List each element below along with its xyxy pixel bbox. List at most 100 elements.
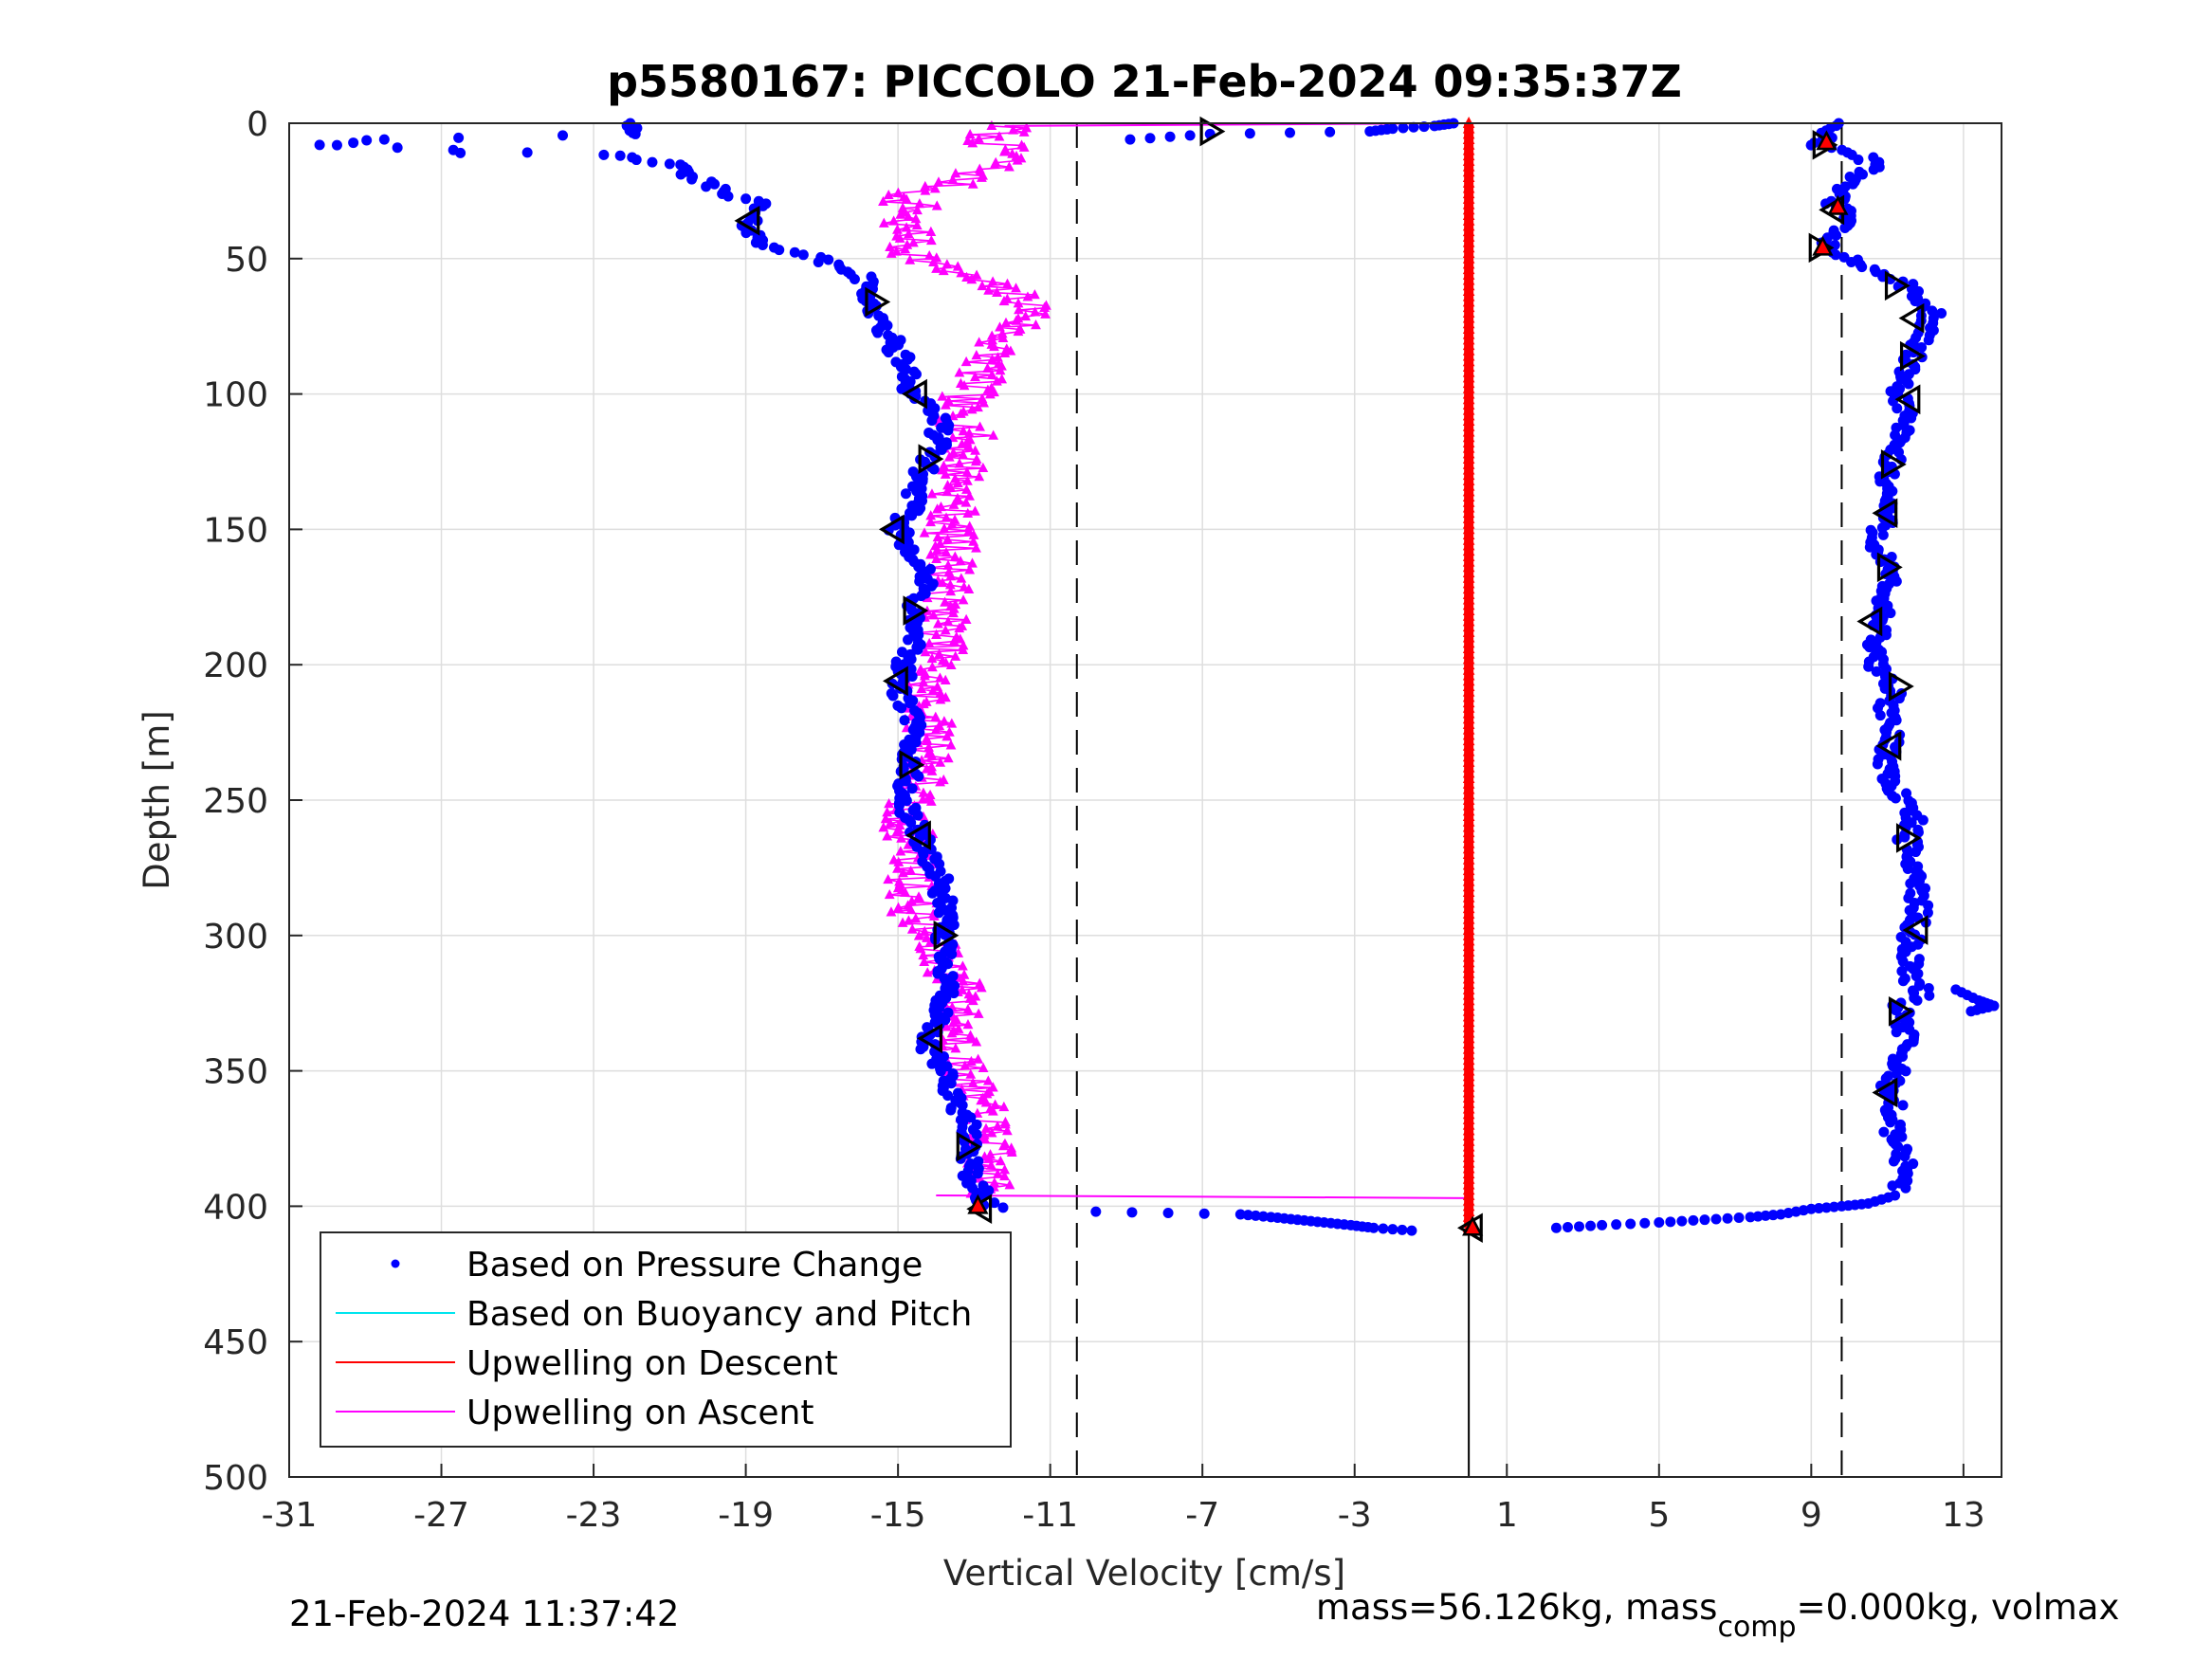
pressure-point (1872, 758, 1883, 770)
pressure-point (1910, 296, 1921, 307)
ascent-point (974, 337, 985, 347)
ascent-point (926, 488, 938, 499)
ascent-point (958, 644, 969, 654)
ascent-point (1008, 124, 1018, 135)
ascent-point (949, 551, 960, 561)
ascent-point (955, 556, 966, 566)
y-axis-label: Depth [m] (137, 710, 177, 889)
ascent-point (941, 731, 953, 741)
ascent-point (922, 967, 933, 977)
ascent-point (928, 910, 940, 921)
ascent-point (920, 185, 931, 195)
open-triangle-marker (899, 750, 925, 780)
y-tick-label: 250 (203, 782, 268, 821)
open-triangle-marker (1876, 552, 1903, 583)
open-triangle-marker (1856, 606, 1883, 637)
ascent-point (878, 822, 889, 832)
pressure-point (1733, 1212, 1745, 1224)
ascent-point (938, 264, 949, 276)
legend-descent-label: Upwelling on Descent (466, 1344, 838, 1383)
pressure-point (1828, 1201, 1839, 1212)
ascent-point (937, 391, 948, 401)
pressure-point (906, 510, 918, 521)
ascent-point (940, 674, 951, 684)
ascent-point (980, 1122, 992, 1133)
x-axis-label: Vertical Velocity [cm/s] (943, 1553, 1345, 1594)
ascent-point (947, 173, 959, 185)
pressure-point (740, 193, 752, 205)
ascent-point (941, 1021, 952, 1031)
pressure-point (631, 155, 642, 166)
ascent-point (892, 224, 903, 234)
ascent-point (953, 495, 964, 505)
ascent-point (998, 1101, 1010, 1112)
pressure-point (1257, 1211, 1269, 1222)
pressure-point (361, 135, 373, 146)
pressure-point (1923, 335, 1934, 346)
ascent-point (967, 1077, 978, 1087)
ascent-point (957, 438, 967, 448)
pressure-point (1767, 1210, 1779, 1221)
pressure-point (1144, 133, 1156, 144)
y-axis-ticks: 0 50 100 150 200 250 300 350 400 450 500 (203, 105, 302, 1498)
ascent-point (931, 629, 941, 639)
ascent-point (996, 328, 1008, 338)
ascent-point (948, 1016, 960, 1027)
ascent-point (952, 477, 963, 488)
ascent-point (989, 158, 1000, 170)
pressure-point (912, 644, 923, 655)
ascent-point (919, 670, 930, 681)
pressure-point (1408, 121, 1419, 133)
pressure-point (915, 1044, 926, 1055)
ascent-point (921, 763, 932, 774)
open-triangle-marker (1888, 995, 1914, 1027)
ascent-point (945, 571, 957, 581)
ascent-point (943, 451, 955, 462)
open-triangle-marker (1888, 671, 1914, 702)
ascent-point (962, 1019, 974, 1030)
pressure-point (1896, 1131, 1908, 1142)
x-tick-label: -7 (1185, 1496, 1219, 1535)
ascent-point (962, 475, 973, 485)
ascent-point (992, 1168, 1003, 1178)
pressure-point (926, 415, 938, 427)
ascent-point (892, 863, 903, 873)
pressure-point (1936, 307, 1947, 319)
pressure-point (1752, 1211, 1764, 1222)
ascent-point (971, 542, 981, 553)
pressure-point (1434, 119, 1445, 131)
ascent-point (954, 367, 965, 377)
descent-highlight-marker (1462, 1215, 1484, 1236)
ascent-point (977, 280, 988, 291)
pressure-point (1162, 1208, 1174, 1219)
ascent-point (918, 787, 929, 797)
pressure-point (1362, 1222, 1374, 1233)
ascent-point (993, 352, 1003, 362)
ascent-point (982, 1075, 994, 1085)
pressure-outlier-point (664, 158, 675, 170)
y-tick-label: 450 (203, 1323, 268, 1362)
ascent-point (939, 522, 950, 534)
ascent-point (935, 687, 946, 698)
ascent-point (973, 1008, 984, 1018)
ascent-point (971, 1036, 982, 1047)
ascent-point (883, 873, 894, 884)
pressure-point (1923, 900, 1934, 911)
pressure-point (1863, 661, 1874, 672)
ascent-point (1022, 291, 1033, 301)
ascent-point (923, 637, 935, 648)
pressure-outlier-point (378, 134, 390, 145)
descent-highlight-marker (1816, 130, 1837, 151)
ascent-point (977, 172, 987, 182)
ascent-point (895, 846, 906, 856)
ascent-point (995, 365, 1006, 375)
pressure-point (945, 1078, 957, 1089)
pressure-point (1853, 155, 1864, 166)
pressure-point (823, 254, 834, 265)
pressure-point (1871, 665, 1882, 677)
ascent-point (925, 234, 937, 246)
pressure-point (936, 444, 947, 455)
pressure-point (1900, 1182, 1911, 1194)
pressure-point (1820, 1202, 1832, 1213)
x-tick-label: -3 (1338, 1496, 1372, 1535)
